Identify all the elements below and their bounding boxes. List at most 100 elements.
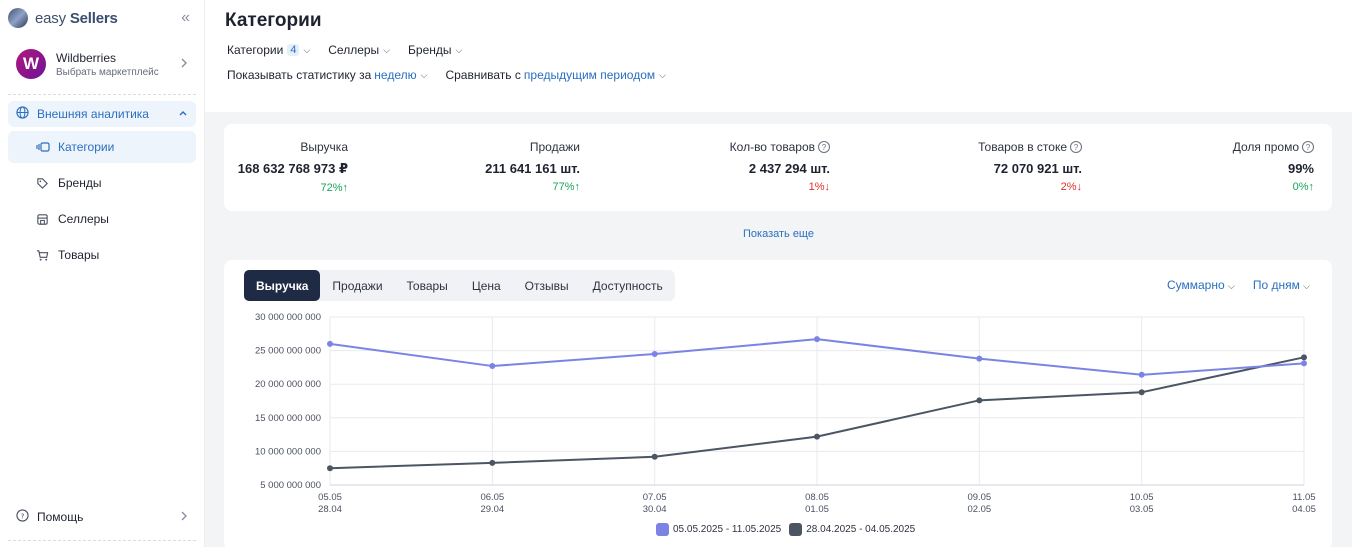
filter-row: Категории 4 ⌵ Селлеры ⌵ Бренды ⌵ bbox=[225, 43, 1332, 57]
sidebar: easy Sellers « W Wildberries Выбрать мар… bbox=[0, 0, 205, 547]
compare-prefix: Сравнивать с bbox=[445, 68, 521, 82]
chart-options: Суммарно ⌵ По дням ⌵ bbox=[1167, 278, 1310, 292]
legend-swatch bbox=[789, 523, 803, 536]
granularity-dropdown[interactable]: По дням ⌵ bbox=[1253, 278, 1310, 292]
y-tick-label: 25 000 000 000 bbox=[255, 346, 321, 357]
stat-label-text: Продажи bbox=[529, 140, 580, 154]
brands-filter-label: Бренды bbox=[408, 43, 452, 57]
series-point bbox=[651, 350, 658, 357]
wildberries-logo-icon: W bbox=[16, 49, 46, 79]
aggregation-dropdown[interactable]: Суммарно ⌵ bbox=[1167, 278, 1235, 292]
stat-change: 0%↑ bbox=[1233, 181, 1314, 193]
stat-value: 168 632 768 973 ₽ bbox=[237, 161, 348, 176]
help-circle-icon[interactable]: ? bbox=[1302, 141, 1314, 153]
y-tick-label: 10 000 000 000 bbox=[255, 446, 321, 457]
x-tick-label-compare: 03.05 bbox=[1130, 504, 1154, 515]
stat-change: 72%↑ bbox=[238, 182, 348, 194]
legend-item-previous[interactable]: 28.04.2025 - 04.05.2025 bbox=[789, 523, 915, 536]
period-value: неделю bbox=[374, 68, 417, 82]
legend-label: 05.05.2025 - 11.05.2025 bbox=[673, 524, 782, 535]
stat-change-value: 72% bbox=[320, 182, 343, 194]
period-prefix: Показывать статистику за bbox=[227, 68, 372, 82]
stat-label-text: Доля промо bbox=[1232, 140, 1299, 154]
cart-icon bbox=[36, 249, 50, 262]
stat-in-stock: Товаров в стоке? 72 070 921 шт. 2%↓ bbox=[978, 140, 1082, 193]
brand-name-light: easy bbox=[35, 9, 66, 27]
double-chevron-left-icon[interactable]: « bbox=[181, 9, 190, 26]
series-point bbox=[327, 340, 333, 347]
stat-products-count: Кол-во товаров? 2 437 294 шт. 1%↓ bbox=[730, 140, 830, 193]
sidebar-item-products[interactable]: Товары bbox=[8, 239, 196, 271]
stat-value: 2 437 294 шт. bbox=[748, 161, 830, 176]
arrow-down-icon: ↓ bbox=[824, 181, 831, 193]
tab-price[interactable]: Цена bbox=[471, 278, 501, 293]
series-point bbox=[976, 355, 983, 362]
compare-selector[interactable]: Сравнивать с предыдущим периодом ⌵ bbox=[445, 68, 666, 82]
stat-label: Доля промо? bbox=[1233, 140, 1314, 154]
marketplace-selector[interactable]: W Wildberries Выбрать маркетплейс bbox=[8, 36, 196, 92]
sidebar-item-categories[interactable]: Категории bbox=[8, 131, 196, 163]
help-label: Помощь bbox=[37, 510, 84, 524]
series-point bbox=[1301, 360, 1307, 367]
chart-card: Выручка Продажи Товары Цена Отзывы Досту… bbox=[224, 260, 1332, 547]
sidebar-divider bbox=[8, 540, 196, 541]
help-circle-icon: ? bbox=[16, 509, 29, 525]
aggregation-label: Суммарно bbox=[1166, 278, 1225, 292]
stat-sales: Продажи 211 641 161 шт. 77%↑ bbox=[485, 140, 580, 193]
sidebar-item-help[interactable]: ? Помощь bbox=[8, 501, 196, 533]
stat-promo-share: Доля промо? 99% 0%↑ bbox=[1233, 140, 1314, 193]
chevron-up-icon bbox=[178, 109, 188, 120]
x-tick-label: 09.05 bbox=[967, 492, 991, 503]
chevron-right-icon bbox=[180, 510, 188, 525]
chevron-down-icon: ⌵ bbox=[303, 44, 311, 55]
stats-card: Выручка 168 632 768 973 ₽ 72%↑ Продажи 2… bbox=[224, 124, 1332, 211]
tab-sales[interactable]: Продажи bbox=[332, 278, 383, 293]
tab-reviews[interactable]: Отзывы bbox=[524, 278, 569, 293]
sidebar-section-external-analytics[interactable]: Внешняя аналитика bbox=[8, 101, 196, 127]
brand-name: easy Sellers bbox=[35, 10, 118, 27]
chevron-right-icon bbox=[180, 57, 188, 72]
main-content: Категории Категории 4 ⌵ Селлеры ⌵ Бренды… bbox=[205, 0, 1352, 547]
categories-filter[interactable]: Категории 4 ⌵ bbox=[227, 43, 310, 57]
y-tick-label: 15 000 000 000 bbox=[255, 413, 321, 424]
period-selector[interactable]: Показывать статистику за неделю ⌵ bbox=[227, 68, 427, 82]
y-tick-label: 30 000 000 000 bbox=[255, 312, 321, 323]
series-point bbox=[1301, 354, 1307, 361]
x-tick-label: 11.05 bbox=[1292, 492, 1315, 503]
x-tick-label: 05.05 bbox=[318, 492, 342, 503]
marketplace-text: Wildberries Выбрать маркетплейс bbox=[56, 51, 159, 78]
y-tick-label: 20 000 000 000 bbox=[255, 379, 321, 390]
tab-availability[interactable]: Доступность bbox=[592, 278, 663, 293]
sidebar-item-label: Селлеры bbox=[58, 212, 109, 226]
series-point bbox=[814, 433, 820, 440]
x-tick-label: 06.05 bbox=[480, 492, 504, 503]
x-tick-label-compare: 28.04 bbox=[318, 504, 342, 515]
tab-revenue[interactable]: Выручка bbox=[244, 270, 321, 301]
categories-filter-label: Категории bbox=[227, 43, 284, 57]
sidebar-item-sellers[interactable]: Селлеры bbox=[8, 203, 196, 235]
brand-name-bold: Sellers bbox=[69, 9, 118, 27]
series-point bbox=[327, 465, 333, 472]
brands-filter[interactable]: Бренды ⌵ bbox=[408, 43, 462, 57]
series-point bbox=[976, 397, 983, 404]
series-point bbox=[814, 336, 820, 343]
stat-change: 1%↓ bbox=[730, 181, 830, 193]
stat-change-value: 0% bbox=[1292, 181, 1309, 193]
marketplace-subtitle: Выбрать маркетплейс bbox=[56, 66, 159, 78]
legend-item-current[interactable]: 05.05.2025 - 11.05.2025 bbox=[656, 523, 781, 536]
compare-value: предыдущим периодом bbox=[523, 68, 656, 82]
page-title: Категории bbox=[225, 10, 322, 31]
tab-products[interactable]: Товары bbox=[406, 278, 448, 293]
sellers-filter[interactable]: Селлеры ⌵ bbox=[328, 43, 390, 57]
tag-icon bbox=[36, 177, 50, 190]
arrow-up-icon: ↑ bbox=[342, 182, 349, 194]
chevron-down-icon: ⌵ bbox=[420, 69, 428, 80]
stat-value: 72 070 921 шт. bbox=[993, 161, 1082, 176]
arrow-down-icon: ↓ bbox=[1076, 181, 1083, 193]
show-more-link[interactable]: Показать еще bbox=[743, 228, 814, 240]
help-circle-icon[interactable]: ? bbox=[818, 141, 830, 153]
sidebar-item-brands[interactable]: Бренды bbox=[8, 167, 196, 199]
help-circle-icon[interactable]: ? bbox=[1070, 141, 1082, 153]
sidebar-divider bbox=[8, 94, 196, 95]
